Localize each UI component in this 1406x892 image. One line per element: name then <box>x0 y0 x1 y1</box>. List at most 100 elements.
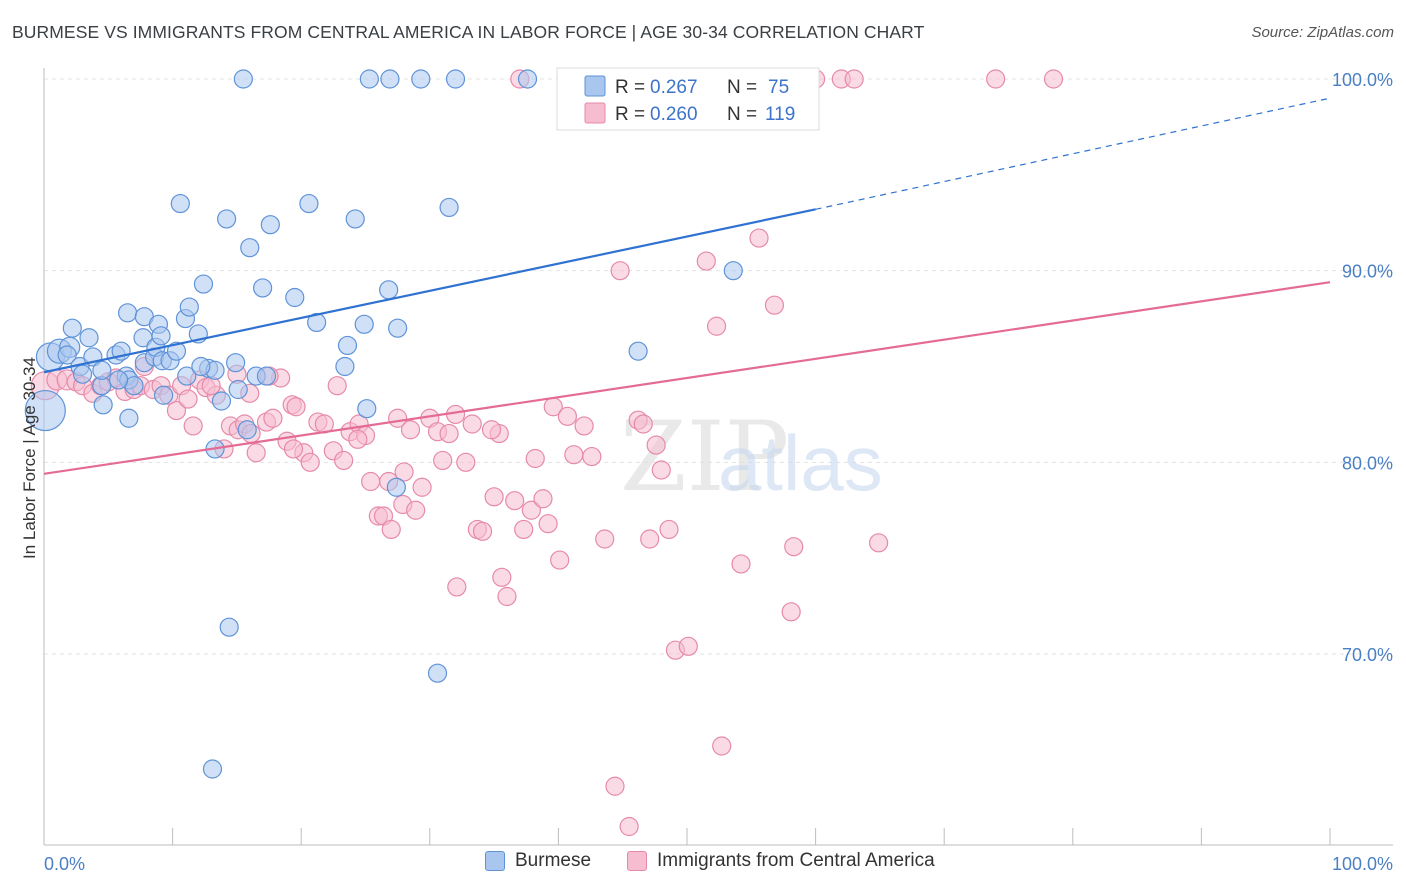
burmese-point <box>193 274 214 294</box>
central-america-point <box>633 414 653 434</box>
burmese-point <box>307 312 327 333</box>
bottom-legend-label-burmese: Burmese <box>515 850 592 871</box>
central-america-point <box>263 408 283 428</box>
central-america-point <box>166 400 187 421</box>
burmese-point <box>354 314 374 334</box>
central-america-point <box>327 376 347 396</box>
central-america-point <box>183 416 203 436</box>
central-america-point <box>439 423 459 444</box>
central-america-point <box>605 776 625 796</box>
burmese-point <box>260 215 280 235</box>
central-america-point <box>764 295 785 315</box>
legend-r-label-burmese: R = <box>615 77 645 98</box>
central-america-point <box>640 529 660 549</box>
central-america-point <box>348 429 368 449</box>
bottom-legend: Burmese Immigrants from Central America <box>0 850 1406 880</box>
burmese-trend-extension <box>815 97 1331 210</box>
burmese-point <box>388 318 408 338</box>
burmese-point <box>72 364 93 384</box>
central-america-point <box>481 420 502 440</box>
burmese-point <box>62 318 82 338</box>
burmese-point <box>345 209 365 229</box>
x-tick-min: 0.0% <box>44 854 85 874</box>
burmese-point <box>228 379 248 400</box>
central-america-point <box>400 420 421 440</box>
burmese-point <box>153 385 174 405</box>
burmese-point <box>93 395 113 415</box>
burmese-point <box>337 335 358 356</box>
central-america-point <box>178 389 198 409</box>
central-america-point <box>610 261 630 281</box>
central-america-point <box>550 550 570 570</box>
central-america-point <box>538 514 558 534</box>
bottom-legend-item-central: Immigrants from Central America <box>627 850 935 872</box>
central-america-point <box>533 489 553 509</box>
burmese-point <box>191 356 211 377</box>
y-tick-label: 100.0% <box>1332 70 1393 90</box>
central-america-point <box>869 533 889 553</box>
central-america-point <box>334 450 354 471</box>
source-label: Source: ZipAtlas.com <box>1251 24 1394 41</box>
burmese-point <box>119 408 139 428</box>
y-tick-label: 70.0% <box>1342 645 1393 665</box>
burmese-point <box>256 366 277 386</box>
burmese-point <box>285 287 305 308</box>
legend-r-label-central: R = <box>615 104 645 125</box>
central-america-point <box>646 435 666 455</box>
burmese-point <box>233 69 253 89</box>
watermark-atlas: atlas <box>718 419 883 507</box>
burmese-point <box>57 345 77 365</box>
legend-r-value-burmese: 0.267 <box>650 77 698 98</box>
burmese-point <box>380 69 400 89</box>
legend-swatch-central <box>584 102 606 124</box>
legend-n-value-central: 119 <box>765 104 795 125</box>
central-america-point <box>521 500 541 520</box>
bottom-legend-swatch-central <box>627 851 647 871</box>
central-america-point <box>406 500 426 520</box>
bottom-legend-swatch-burmese <box>485 851 505 871</box>
burmese-point <box>166 341 187 361</box>
burmese-trend-line <box>43 208 816 374</box>
burmese-point <box>411 69 431 89</box>
central-america-point <box>659 519 679 540</box>
central-america-point <box>505 491 525 511</box>
burmese-point <box>253 278 273 298</box>
central-america-point <box>497 586 517 607</box>
central-america-point <box>712 736 732 756</box>
burmese-point <box>439 197 459 218</box>
burmese-point <box>517 69 538 89</box>
burmese-point <box>237 420 257 440</box>
burmese-point <box>379 280 399 300</box>
central-america-point <box>595 529 615 549</box>
burmese-point <box>202 759 223 779</box>
central-america-point <box>781 602 801 622</box>
burmese-point <box>170 193 190 214</box>
burmese-point <box>628 341 648 361</box>
burmese-point <box>359 69 379 89</box>
y-axis-label: In Labor Force | Age 30-34 <box>20 357 39 559</box>
burmese-point <box>179 297 199 317</box>
burmese-point <box>108 370 129 390</box>
burmese-point <box>151 326 171 346</box>
central-america-point <box>731 554 751 574</box>
legend-n-label-central: N = <box>727 104 757 125</box>
burmese-point <box>240 238 260 258</box>
central-america-trend-line <box>43 281 1331 475</box>
grid-layer <box>44 78 1393 655</box>
bottom-legend-label-central: Immigrants from Central America <box>657 850 935 871</box>
central-america-point <box>678 636 698 656</box>
central-america-point <box>492 567 512 587</box>
chart-title: BURMESE VS IMMIGRANTS FROM CENTRAL AMERI… <box>12 22 925 42</box>
x-tick-max: 100.0% <box>1332 854 1393 874</box>
central-america-point <box>283 439 304 459</box>
central-america-point <box>557 406 578 426</box>
central-america-point <box>574 416 594 436</box>
burmese-point <box>723 261 743 281</box>
burmese-point <box>117 303 138 323</box>
central-america-point <box>412 477 432 497</box>
central-america-point <box>696 251 716 271</box>
trend-layer <box>43 97 1331 475</box>
correlation-legend: R = 0.267 N = 75 R = 0.260 N = 119 <box>556 67 820 131</box>
y-tick-label: 90.0% <box>1342 262 1393 282</box>
central-america-point <box>286 397 306 417</box>
